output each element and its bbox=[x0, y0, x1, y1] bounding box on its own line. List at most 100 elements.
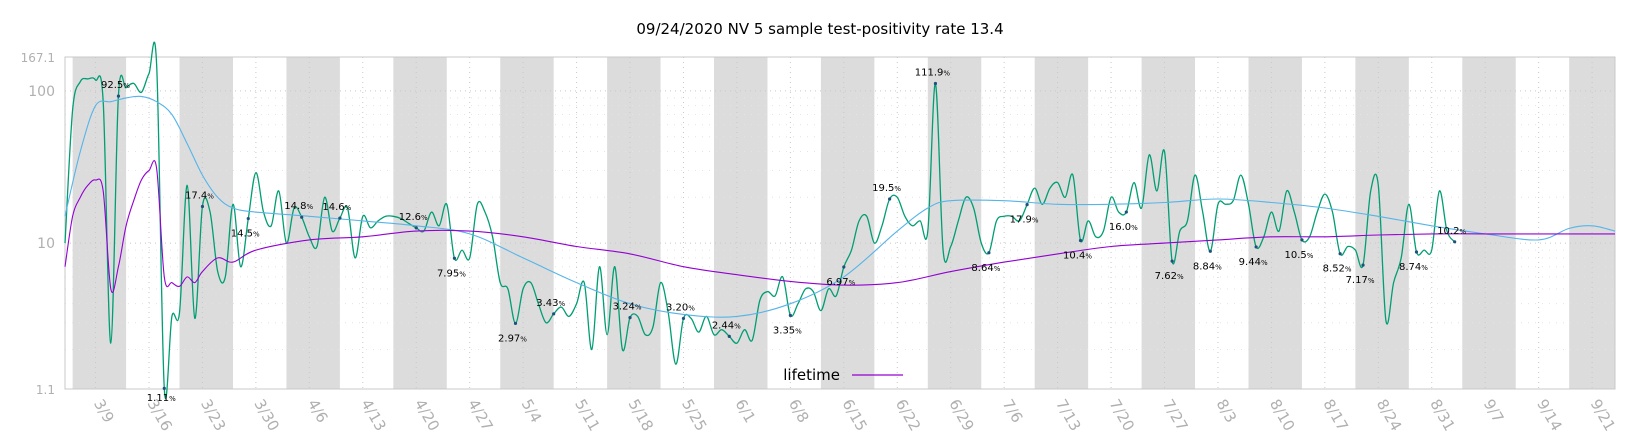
data-label: 8.64% bbox=[971, 263, 1000, 274]
data-label: 14.5% bbox=[231, 229, 260, 240]
x-tick-label: 6/1 bbox=[731, 396, 759, 426]
data-point bbox=[987, 251, 991, 255]
data-point bbox=[628, 316, 632, 320]
x-tick-label: 8/24 bbox=[1373, 396, 1405, 434]
y-tick-label: 1.1 bbox=[36, 383, 55, 397]
week-band bbox=[393, 57, 447, 389]
week-band bbox=[820, 57, 875, 389]
week-band bbox=[714, 57, 768, 389]
legend-label-lifetime: lifetime bbox=[783, 366, 840, 384]
x-tick-label: 9/14 bbox=[1533, 396, 1565, 434]
data-label: 19.5% bbox=[872, 183, 901, 194]
x-tick-label: 4/13 bbox=[357, 396, 389, 434]
data-label: 7.95% bbox=[437, 268, 466, 279]
x-tick-label: 4/27 bbox=[464, 396, 496, 434]
x-tick-label: 3/9 bbox=[90, 396, 118, 426]
data-label: 7.62% bbox=[1155, 271, 1184, 282]
legend: lifetime bbox=[783, 366, 903, 384]
data-label: 17.4% bbox=[185, 191, 214, 202]
x-tick-label: 4/6 bbox=[304, 396, 332, 426]
data-point bbox=[1453, 240, 1457, 244]
data-label: 14.8% bbox=[284, 201, 313, 212]
data-point bbox=[200, 204, 205, 209]
data-label: 9.44% bbox=[1239, 257, 1268, 268]
x-tick-label: 5/18 bbox=[625, 396, 657, 434]
data-label: 3.20% bbox=[666, 302, 695, 313]
data-label: 3.43% bbox=[536, 298, 565, 309]
data-label: 14.6% bbox=[322, 202, 351, 213]
x-axis-ticks: 3/9 3/16 3/23 3/30 4/6 4/13 4/20 4/27 5/4 5/11 5/1… bbox=[90, 396, 1619, 434]
x-tick-label: 8/31 bbox=[1426, 396, 1458, 434]
y-axis-ticks: 167.1 100 10 1.1 bbox=[21, 51, 55, 397]
data-point bbox=[842, 265, 846, 269]
data-label: 16.0% bbox=[1109, 222, 1138, 233]
data-point bbox=[1338, 252, 1342, 256]
x-tick-label: 8/10 bbox=[1266, 396, 1298, 434]
data-label: 111.9% bbox=[915, 68, 951, 79]
x-tick-label: 6/29 bbox=[945, 396, 977, 434]
x-tick-label: 6/22 bbox=[892, 396, 924, 434]
data-point bbox=[300, 215, 304, 219]
data-point bbox=[1254, 245, 1258, 249]
data-label: 8.74% bbox=[1399, 262, 1428, 273]
labeled-points: 92.5% 1.11% 17.4% 14.5% 14.8% 14.6% 12.6% 7.95%… bbox=[101, 68, 1466, 404]
data-point bbox=[246, 216, 250, 221]
series-lines bbox=[64, 41, 1616, 400]
data-label: 8.84% bbox=[1193, 261, 1222, 272]
week-bands bbox=[72, 57, 1615, 389]
data-label: 12.6% bbox=[399, 212, 428, 223]
x-tick-label: 9/7 bbox=[1480, 396, 1508, 426]
y-tick-label: 167.1 bbox=[21, 51, 55, 65]
week-band bbox=[286, 57, 340, 389]
week-band bbox=[1034, 57, 1089, 389]
week-band bbox=[1462, 57, 1516, 389]
x-tick-label: 3/30 bbox=[250, 396, 282, 434]
x-tick-label: 7/13 bbox=[1052, 396, 1084, 434]
data-label: 92.5% bbox=[101, 80, 130, 91]
x-tick-label: 6/15 bbox=[838, 396, 870, 434]
x-tick-label: 8/3 bbox=[1212, 396, 1240, 426]
week-band bbox=[500, 57, 554, 389]
data-point bbox=[338, 216, 342, 220]
data-label: 7.17% bbox=[1346, 275, 1375, 286]
data-point bbox=[162, 386, 166, 391]
x-tick-label: 6/8 bbox=[785, 396, 813, 426]
data-point bbox=[552, 312, 556, 316]
week-band bbox=[179, 57, 233, 389]
data-point bbox=[727, 334, 731, 338]
y-tick-label: 100 bbox=[28, 84, 55, 100]
x-tick-label: 7/6 bbox=[999, 396, 1027, 426]
x-tick-label: 8/17 bbox=[1319, 396, 1351, 434]
data-point bbox=[452, 256, 457, 260]
x-tick-label: 5/4 bbox=[518, 396, 546, 426]
chart-title: 09/24/2020 NV 5 sample test-positivity r… bbox=[636, 20, 1003, 38]
data-point bbox=[1170, 259, 1174, 263]
x-tick-label: 9/21 bbox=[1587, 396, 1619, 434]
data-label: 6.97% bbox=[826, 277, 855, 288]
data-point bbox=[1300, 238, 1304, 242]
x-tick-label: 4/20 bbox=[411, 396, 443, 434]
data-label: 2.44% bbox=[712, 320, 741, 331]
data-point bbox=[933, 81, 938, 86]
data-label: 8.52% bbox=[1323, 264, 1352, 275]
plot-frame bbox=[64, 56, 1616, 390]
data-label: 2.97% bbox=[498, 333, 527, 344]
data-label: 10.5% bbox=[1284, 250, 1313, 261]
data-label: 1.11% bbox=[147, 393, 176, 404]
week-band bbox=[1355, 57, 1409, 389]
data-label: 3.35% bbox=[773, 325, 802, 336]
data-point bbox=[116, 94, 121, 98]
data-point bbox=[1361, 263, 1365, 267]
data-point bbox=[1124, 210, 1128, 214]
week-band bbox=[607, 57, 661, 389]
data-label: 3.24% bbox=[613, 302, 642, 313]
data-point bbox=[1078, 238, 1083, 243]
data-point bbox=[788, 313, 792, 317]
data-label: 17.9% bbox=[1010, 215, 1039, 226]
data-point bbox=[513, 321, 518, 325]
y-tick-label: 10 bbox=[37, 236, 55, 252]
data-point bbox=[888, 197, 892, 201]
week-band bbox=[927, 57, 982, 389]
